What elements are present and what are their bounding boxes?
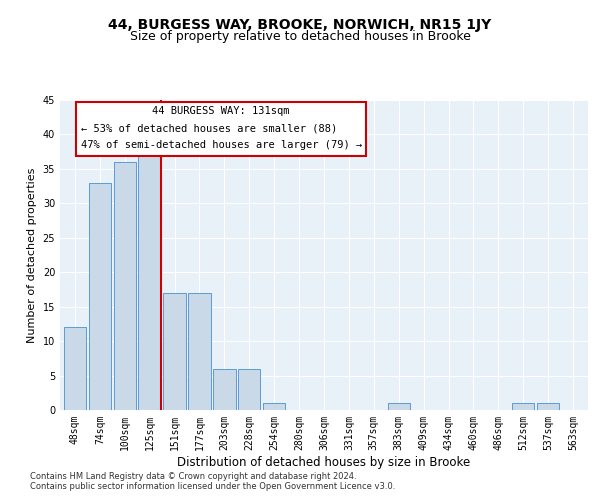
- Text: 47% of semi-detached houses are larger (79) →: 47% of semi-detached houses are larger (…: [81, 140, 362, 150]
- Bar: [113, 162, 136, 410]
- Text: 44, BURGESS WAY, BROOKE, NORWICH, NR15 1JY: 44, BURGESS WAY, BROOKE, NORWICH, NR15 1…: [109, 18, 491, 32]
- Bar: [263, 403, 286, 410]
- Bar: [537, 403, 559, 410]
- Bar: [512, 403, 535, 410]
- Bar: [163, 293, 186, 410]
- Text: ← 53% of detached houses are smaller (88): ← 53% of detached houses are smaller (88…: [81, 124, 337, 134]
- Text: Contains HM Land Registry data © Crown copyright and database right 2024.: Contains HM Land Registry data © Crown c…: [30, 472, 356, 481]
- Text: Contains public sector information licensed under the Open Government Licence v3: Contains public sector information licen…: [30, 482, 395, 491]
- Y-axis label: Number of detached properties: Number of detached properties: [27, 168, 37, 342]
- Bar: [238, 368, 260, 410]
- Bar: [213, 368, 236, 410]
- FancyBboxPatch shape: [76, 102, 366, 156]
- X-axis label: Distribution of detached houses by size in Brooke: Distribution of detached houses by size …: [178, 456, 470, 468]
- Bar: [139, 155, 161, 410]
- Bar: [388, 403, 410, 410]
- Text: Size of property relative to detached houses in Brooke: Size of property relative to detached ho…: [130, 30, 470, 43]
- Bar: [89, 182, 111, 410]
- Text: 44 BURGESS WAY: 131sqm: 44 BURGESS WAY: 131sqm: [152, 106, 290, 116]
- Bar: [188, 293, 211, 410]
- Bar: [64, 328, 86, 410]
